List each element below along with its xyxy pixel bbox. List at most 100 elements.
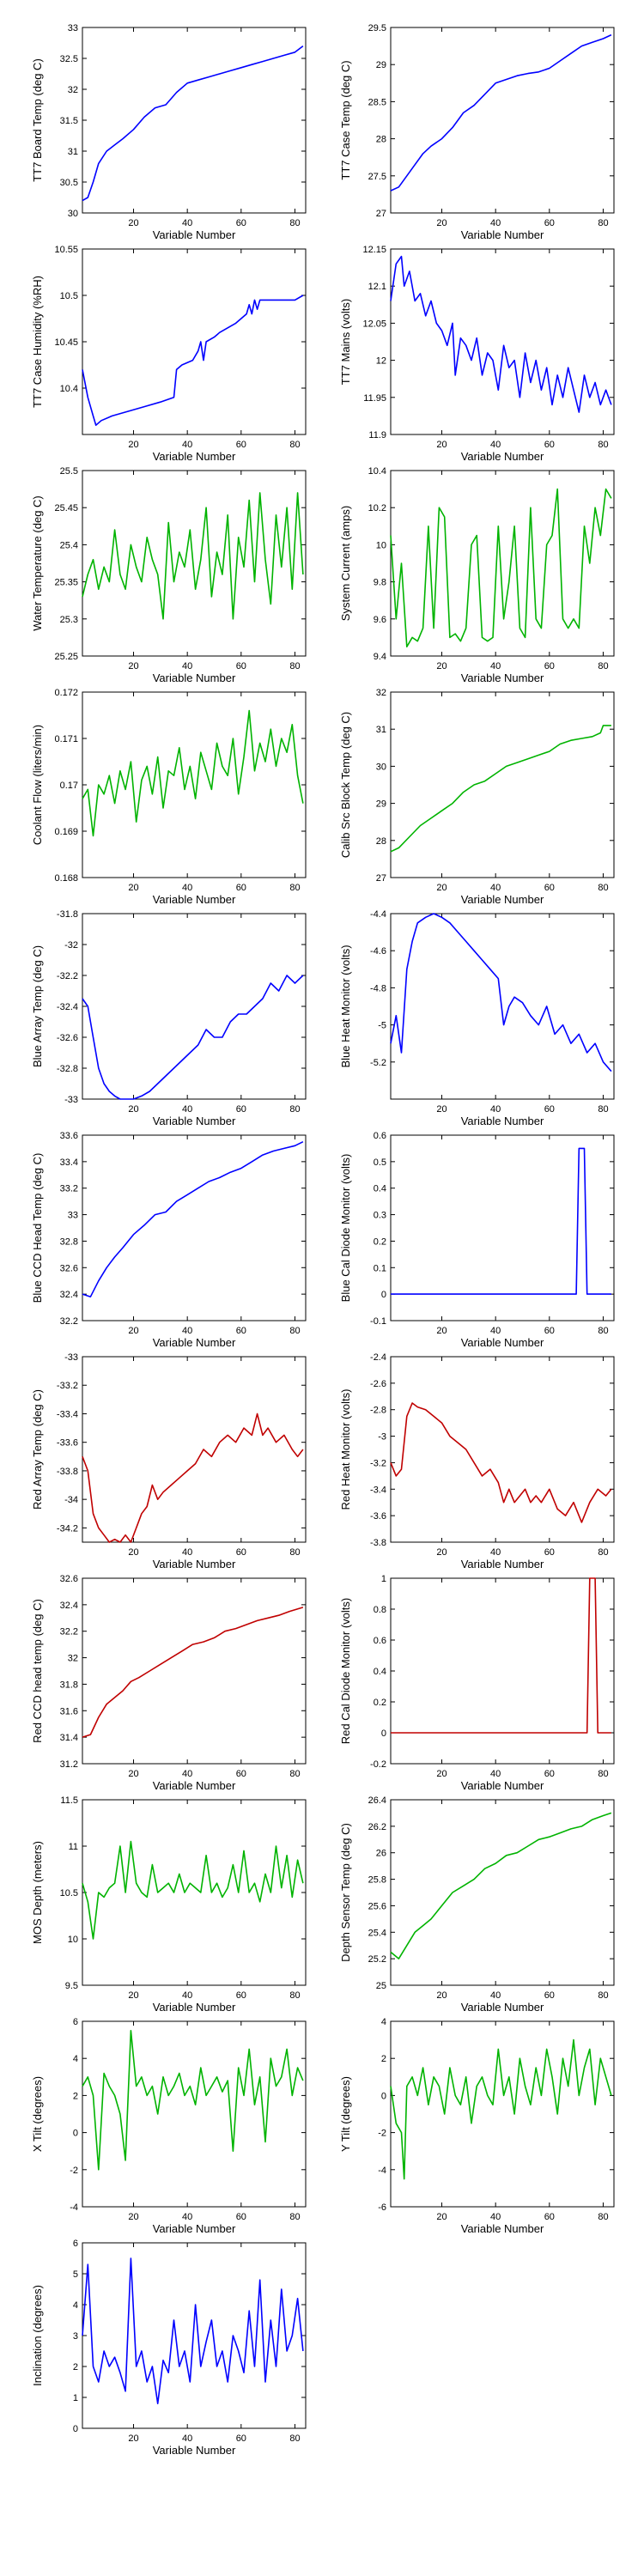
y-tick-label: 4: [73, 2054, 78, 2064]
x-tick-label: 20: [436, 218, 447, 228]
x-axis-label: Variable Number: [153, 450, 236, 463]
x-tick-label: 40: [182, 2212, 192, 2222]
series-line: [82, 1840, 304, 1940]
y-tick-label: -33.2: [57, 1381, 78, 1391]
chart-panel-17: 11.5 11 10.5 10 9.5 20 40 60 80 Variable Number MO…: [31, 1795, 307, 2014]
y-tick-label: 30: [376, 762, 386, 772]
y-tick-label: -34.2: [57, 1523, 78, 1534]
x-tick-label: 40: [182, 1990, 192, 2001]
y-tick-label: 29: [376, 799, 386, 810]
x-axis-label: Variable Number: [153, 1115, 236, 1127]
x-tick-label: 80: [598, 2212, 608, 2222]
y-tick-label: 30: [68, 209, 78, 219]
series-line: [391, 1577, 611, 1734]
y-axis-label: Red Cal Diode Monitor (volts): [339, 1598, 352, 1745]
y-axis-label: MOS Depth (meters): [31, 1841, 44, 1944]
series-line: [390, 1402, 612, 1523]
chart-panel-2: 29.5 29 28.5 28 27.5 27 20 40 60 80 Variable Numbe…: [339, 23, 615, 241]
x-axis-label: Variable Number: [461, 1115, 544, 1127]
y-tick-label: 25.5: [60, 466, 78, 477]
y-tick-label: 27: [376, 209, 386, 219]
y-tick-label: -33: [64, 1095, 78, 1105]
y-tick-label: -33.6: [57, 1438, 78, 1449]
y-tick-label: 11.95: [363, 393, 386, 404]
x-tick-label: 60: [544, 1769, 555, 1779]
y-tick-label: 10.55: [54, 245, 78, 255]
plot-frame: [82, 691, 307, 878]
x-tick-label: 20: [128, 2212, 138, 2222]
y-tick-label: 11.5: [60, 1795, 78, 1806]
y-tick-label: -3.6: [370, 1511, 386, 1522]
y-tick-label: 32.8: [60, 1236, 78, 1247]
x-tick-label: 20: [436, 1990, 447, 2001]
x-tick-label: 40: [490, 1990, 501, 2001]
y-tick-label: 9.8: [374, 578, 386, 588]
x-tick-label: 60: [544, 883, 555, 893]
y-tick-label: 32.4: [60, 1290, 78, 1300]
y-tick-label: 10: [376, 540, 386, 550]
x-axis-label: Variable Number: [461, 1558, 544, 1571]
y-tick-label: 10: [68, 1935, 78, 1945]
chart-panel-5: 25.5 25.45 25.4 25.35 25.3 25.25 20 40 60 80 Varia…: [31, 466, 307, 684]
y-tick-label: 0.4: [374, 1184, 386, 1194]
x-tick-label: 80: [598, 218, 608, 228]
x-tick-label: 60: [236, 440, 246, 450]
y-tick-label: 25.45: [54, 503, 78, 513]
y-tick-label: 0: [73, 2129, 78, 2139]
chart-panel-15: 32.6 32.4 32.2 32 31.8 31.6 31.4 31.2 20 40 60 80 Va…: [31, 1574, 307, 1792]
plot-frame: [390, 1799, 615, 1986]
y-tick-label: 1: [73, 2393, 78, 2403]
x-tick-label: 80: [289, 1990, 300, 2001]
series-line: [390, 255, 612, 413]
x-tick-label: 40: [490, 1326, 501, 1336]
y-tick-label: -4.8: [370, 983, 386, 993]
plot-frame: [82, 1577, 307, 1765]
x-tick-label: 80: [289, 1547, 300, 1558]
y-tick-label: 31.4: [60, 1733, 78, 1743]
plot-frame: [390, 27, 615, 214]
y-tick-label: 10.45: [54, 337, 78, 348]
x-tick-label: 60: [236, 1104, 246, 1115]
y-tick-label: 29: [376, 60, 386, 70]
y-tick-label: 10.5: [60, 1888, 78, 1899]
y-tick-label: 25.2: [368, 1954, 386, 1965]
x-tick-label: 80: [598, 661, 608, 671]
y-tick-label: 31.8: [60, 1680, 78, 1690]
y-axis-label: Y Tilt (degrees): [339, 2076, 352, 2152]
y-axis-label: Red Array Temp (deg C): [31, 1389, 44, 1510]
series-line: [390, 2038, 612, 2180]
y-tick-label: -3.4: [370, 1485, 386, 1495]
y-tick-label: 4: [381, 2017, 386, 2027]
y-tick-label: 0.171: [54, 734, 78, 744]
y-tick-label: -32.8: [57, 1064, 78, 1074]
x-tick-label: 40: [182, 661, 192, 671]
y-tick-label: 10.2: [368, 503, 386, 513]
x-tick-label: 80: [598, 1326, 608, 1336]
y-tick-label: 4: [73, 2300, 78, 2311]
y-axis-label: Blue Heat Monitor (volts): [339, 945, 352, 1067]
y-tick-label: 25.3: [60, 615, 78, 625]
y-tick-label: 0.17: [60, 781, 78, 791]
y-tick-label: 26: [376, 1849, 386, 1859]
y-tick-label: 32: [68, 1654, 78, 1664]
x-axis-label: Variable Number: [153, 2001, 236, 2014]
x-tick-label: 80: [289, 1104, 300, 1115]
series-line: [82, 2030, 304, 2171]
chart-panel-13: -33 -33.2 -33.4 -33.6 -33.8 -34 -34.2 20 40 60 80 V…: [31, 1352, 307, 1571]
plot-frame: [82, 913, 307, 1100]
y-tick-label: -3.8: [370, 1538, 386, 1548]
chart-panel-21: 6 5 4 3 2 1 0 20 40 60 80 Variable Number Inclinatio…: [31, 2239, 307, 2457]
y-tick-label: 33.4: [60, 1157, 78, 1168]
y-tick-label: 25.8: [368, 1875, 386, 1886]
x-tick-label: 60: [236, 1769, 246, 1779]
y-tick-label: 33.6: [60, 1131, 78, 1141]
plot-frame: [82, 27, 307, 214]
y-tick-label: 0: [381, 1290, 386, 1300]
series-line: [82, 2257, 304, 2404]
y-axis-label: Depth Sensor Temp (deg C): [339, 1823, 352, 1962]
y-tick-label: -0.2: [370, 1759, 386, 1770]
x-axis-label: Variable Number: [153, 1558, 236, 1571]
chart-panel-14: -2.4 -2.6 -2.8 -3 -3.2 -3.4 -3.6 -3.8 20 40 60 80 Va…: [339, 1352, 615, 1571]
x-tick-label: 40: [182, 2433, 192, 2444]
chart-panel-11: 33.6 33.4 33.2 33 32.8 32.6 32.4 32.2 20 40 60 80 Va…: [31, 1131, 307, 1349]
